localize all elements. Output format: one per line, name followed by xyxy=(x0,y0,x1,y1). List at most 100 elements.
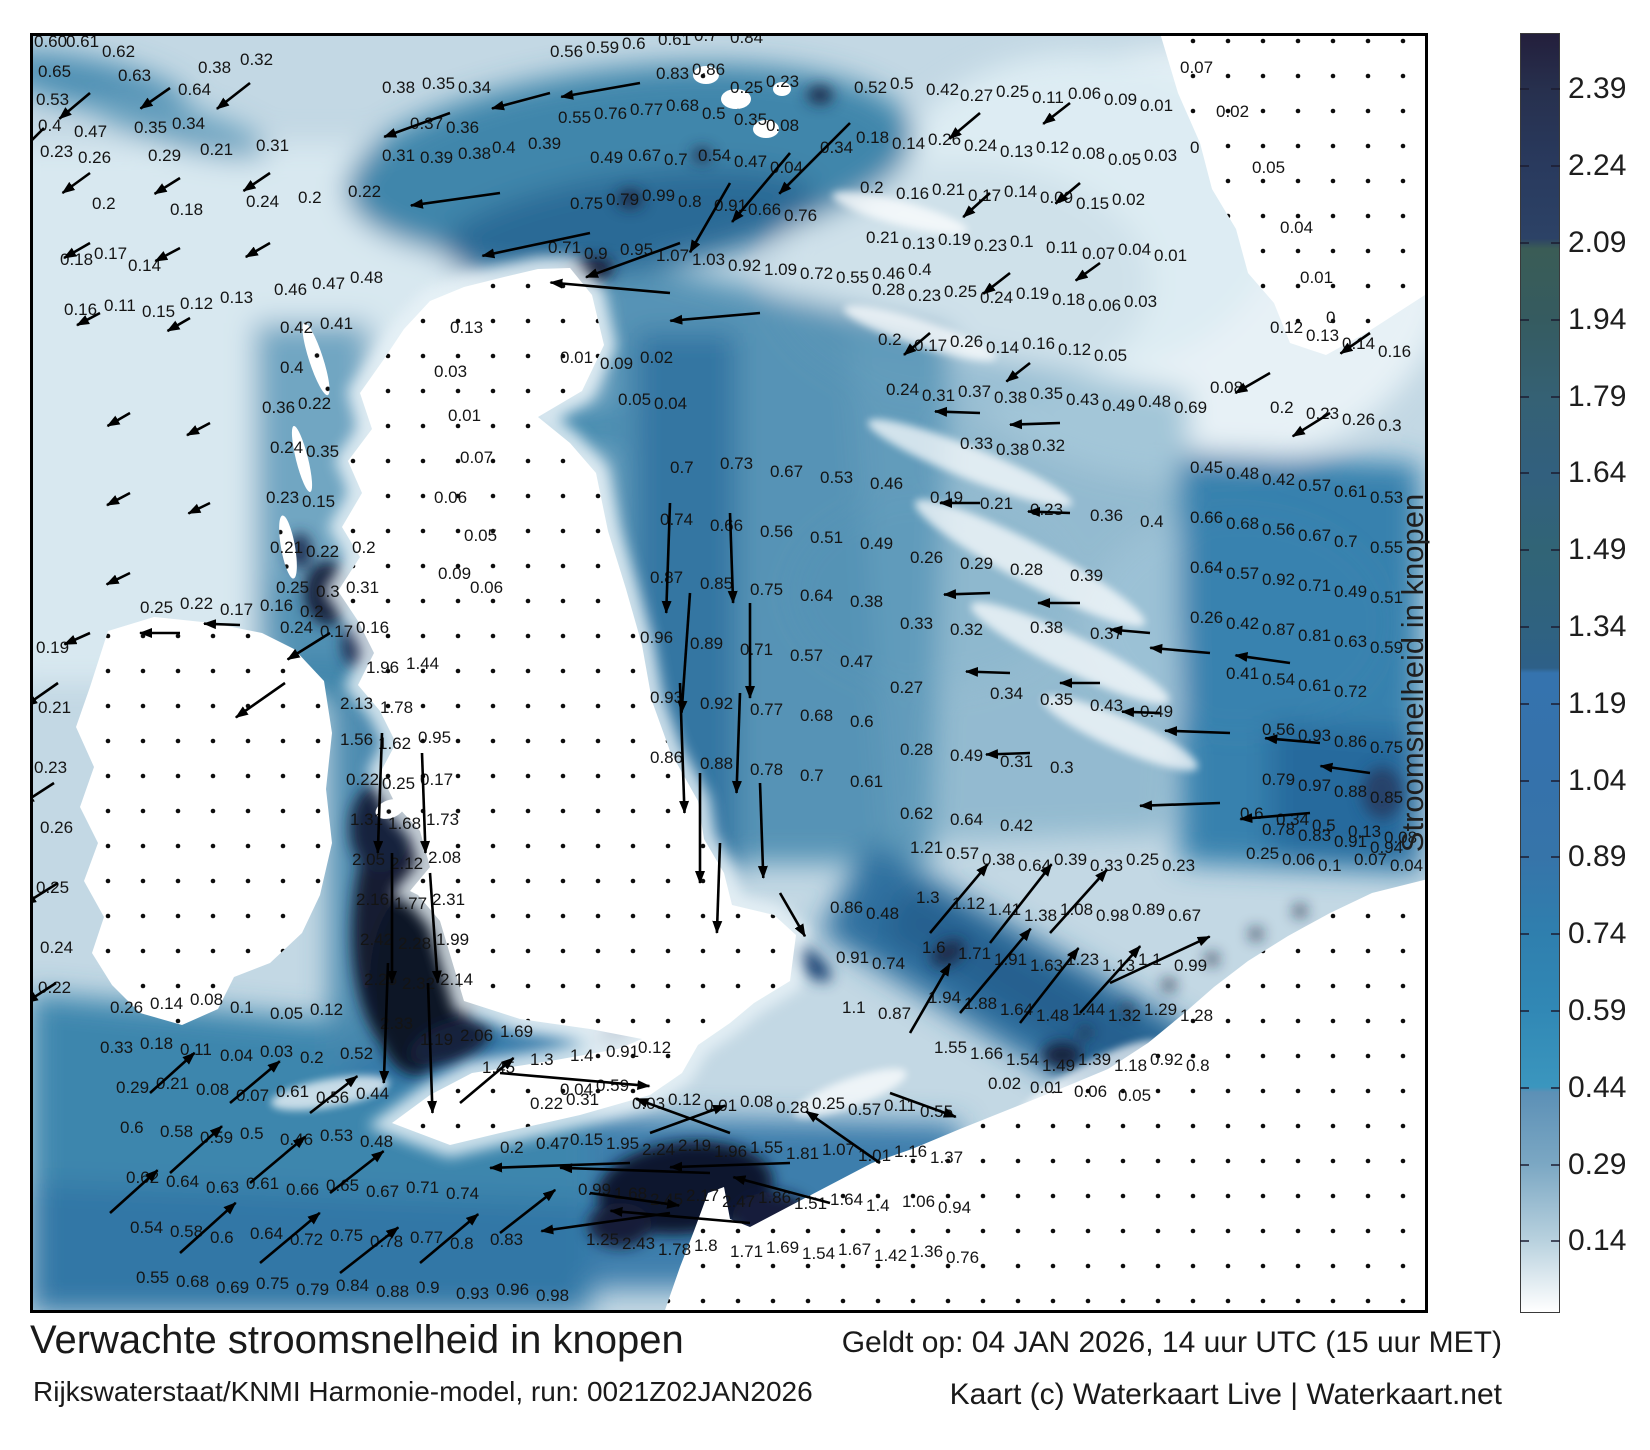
colorbar-tickmark xyxy=(1520,933,1529,936)
current-speed-value: 0.8 xyxy=(1186,1056,1210,1075)
current-speed-value: 1.25 xyxy=(586,1230,619,1249)
current-speed-value: 0.67 xyxy=(1168,906,1201,925)
current-speed-value: 0.35 xyxy=(1040,690,1073,709)
current-speed-value: 0.6 xyxy=(850,712,874,731)
current-speed-value: 0.87 xyxy=(1262,620,1295,639)
current-speed-value: 0.92 xyxy=(728,256,761,275)
current-speed-value: 0.49 xyxy=(860,534,893,553)
hebrides-island xyxy=(291,425,313,493)
current-speed-value: 0.39 xyxy=(528,134,561,153)
current-speed-value: 0.31 xyxy=(382,146,415,165)
current-speed-value: 1.94 xyxy=(928,988,961,1007)
current-speed-value: 0.08 xyxy=(766,116,799,135)
current-speed-value: 1.66 xyxy=(970,1044,1003,1063)
colorbar-tickmark xyxy=(1551,779,1560,782)
current-direction-arrow xyxy=(1339,331,1371,355)
current-speed-value: 1.29 xyxy=(1144,1000,1177,1019)
current-direction-arrow xyxy=(988,863,1053,944)
current-speed-value: 0.97 xyxy=(1298,776,1331,795)
current-speed-value: 0.25 xyxy=(1126,850,1159,869)
current-speed-value: 0.84 xyxy=(336,1276,369,1295)
current-speed-value: 0.64 xyxy=(1190,558,1223,577)
current-speed-value: 0.77 xyxy=(630,100,663,119)
current-speed-value: 2.32 xyxy=(402,974,435,993)
current-speed-value: 0.13 xyxy=(1000,142,1033,161)
current-speed-value: 2.24 xyxy=(642,1140,675,1159)
orkney-island xyxy=(753,120,779,138)
current-speed-value: 0.28 xyxy=(776,1098,809,1117)
colorbar-tick-label: 0.44 xyxy=(1568,1070,1627,1104)
current-speed-value: 1.38 xyxy=(1024,906,1057,925)
model-run-caption: Rijkswaterstaat/KNMI Harmonie-model, run… xyxy=(33,1376,813,1407)
current-speed-value: 0.28 xyxy=(1010,560,1043,579)
current-direction-arrow xyxy=(959,927,1032,1014)
current-direction-arrow xyxy=(1074,261,1101,282)
current-speed-value: 0.34 xyxy=(458,78,491,97)
current-speed-value: 0.24 xyxy=(40,938,73,957)
copyright-caption: Kaart (c) Waterkaart Live | Waterkaart.n… xyxy=(949,1378,1502,1411)
current-speed-value: 0.31 xyxy=(1000,752,1033,771)
current-direction-arrow xyxy=(934,406,981,417)
current-speed-value: 0.65 xyxy=(38,62,71,81)
current-speed-value: 0.38 xyxy=(994,388,1027,407)
current-direction-arrow xyxy=(965,666,1011,677)
current-speed-value: 0.18 xyxy=(60,250,93,269)
colorbar-tick-label: 0.74 xyxy=(1568,917,1627,951)
current-direction-arrow xyxy=(669,311,761,325)
current-speed-value: 0.43 xyxy=(1090,696,1123,715)
current-speed-value: 0.47 xyxy=(312,274,345,293)
current-speed-value: 0.49 xyxy=(590,148,623,167)
colorbar-tickmark xyxy=(1520,779,1529,782)
current-direction-arrow xyxy=(731,692,742,794)
colorbar-tick-label: 2.09 xyxy=(1568,225,1627,259)
current-speed-value: 0.23 xyxy=(34,758,67,777)
current-speed-value: 0.72 xyxy=(1334,682,1367,701)
current-speed-value: 0.52 xyxy=(854,78,887,97)
current-direction-arrow xyxy=(499,1071,651,1091)
current-direction-arrow xyxy=(409,191,501,209)
current-speed-value: 0.72 xyxy=(800,264,833,283)
colorbar-tick-label: 0.14 xyxy=(1568,1224,1627,1258)
colorbar-tick-label: 0.29 xyxy=(1568,1147,1627,1181)
current-speed-value: 1.16 xyxy=(894,1142,927,1161)
current-speed-value: 1.78 xyxy=(380,698,413,717)
current-speed-value: 0.6 xyxy=(1240,804,1264,823)
current-speed-value: 0.75 xyxy=(570,194,603,213)
current-speed-value: 0.99 xyxy=(1174,956,1207,975)
current-speed-value: 0.1 xyxy=(1010,232,1034,251)
colorbar-tickmark xyxy=(1520,1009,1529,1012)
current-speed-value: 0.25 xyxy=(944,282,977,301)
current-speed-value: 0.79 xyxy=(1262,770,1295,789)
current-speed-value: 0.09 xyxy=(1104,90,1137,109)
current-speed-value: 0.38 xyxy=(198,58,231,77)
current-speed-value: 0.5 xyxy=(702,104,726,123)
current-speed-value: 0.12 xyxy=(668,1090,701,1109)
current-speed-value: 0.53 xyxy=(1370,488,1403,507)
current-speed-value: 0.03 xyxy=(1144,146,1177,165)
current-speed-value: 0.38 xyxy=(850,592,883,611)
current-direction-arrow xyxy=(58,92,91,120)
current-speed-value: 0.76 xyxy=(946,1248,979,1267)
current-speed-value: 0.21 xyxy=(980,494,1013,513)
current-speed-value: 0.4 xyxy=(1140,512,1164,531)
current-direction-arrow xyxy=(379,962,390,1084)
current-speed-value: 0.11 xyxy=(180,1040,212,1059)
current-speed-value: 0.15 xyxy=(1076,194,1109,213)
current-speed-value: 0.44 xyxy=(356,1084,389,1103)
current-direction-arrow xyxy=(609,1206,751,1225)
current-direction-arrow xyxy=(242,171,271,192)
current-speed-value: 0.18 xyxy=(170,200,203,219)
current-speed-value: 1.49 xyxy=(1042,1056,1075,1075)
current-speed-value: 0.29 xyxy=(148,146,181,165)
current-direction-arrow xyxy=(948,112,981,140)
current-direction-arrow xyxy=(109,1169,159,1214)
current-speed-value: 0.01 xyxy=(560,348,593,367)
current-speed-value: 0.29 xyxy=(960,554,993,573)
current-speed-value: 0.87 xyxy=(878,1004,911,1023)
current-direction-arrow xyxy=(589,1191,681,1209)
current-speed-value: 1.3 xyxy=(916,888,940,907)
current-speed-value: 0.21 xyxy=(38,698,71,717)
colorbar-tickmark xyxy=(1520,241,1529,244)
current-speed-value: 0.12 xyxy=(1058,340,1091,359)
current-speed-value: 1.1 xyxy=(842,998,866,1017)
